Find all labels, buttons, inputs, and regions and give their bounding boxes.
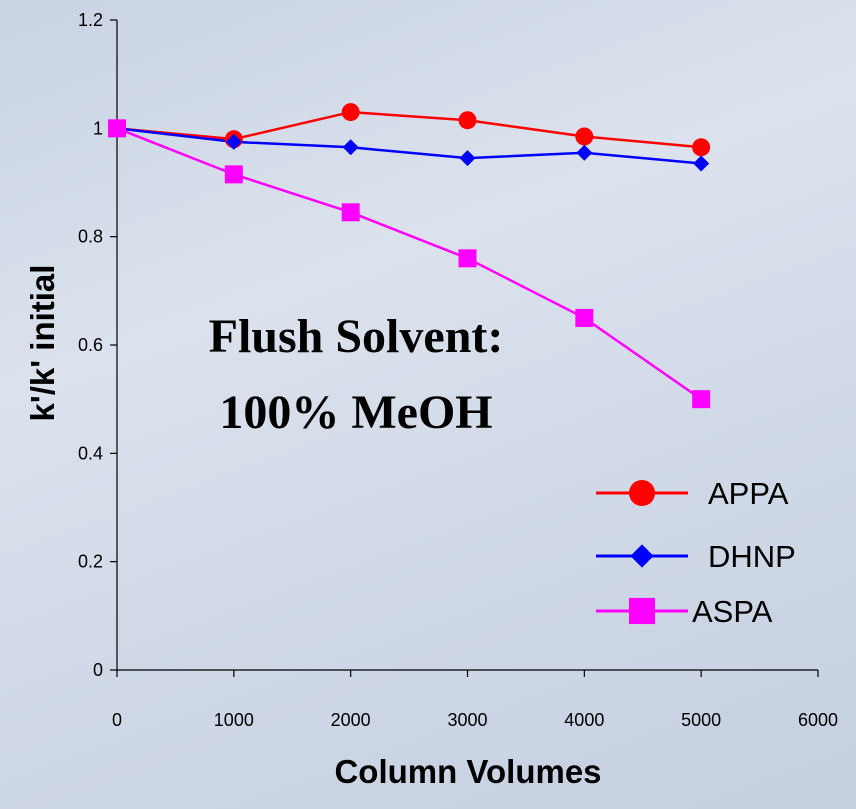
x-tick-label: 3000	[447, 710, 487, 730]
data-point-aspa	[224, 165, 243, 184]
data-point-dhnp	[459, 150, 476, 167]
x-tick-label: 2000	[331, 710, 371, 730]
ticks: 0 1000 2000 3000 4000 5000 6000 0 0.2 0.4 0.6 0.8 1 1…	[78, 10, 838, 730]
y-tick-label: 1	[93, 118, 103, 138]
x-tick-label: 1000	[214, 710, 254, 730]
legend-marker-dhnp	[630, 544, 654, 568]
data-point-dhnp	[225, 133, 242, 150]
data-point-aspa	[341, 203, 360, 222]
x-tick-label: 5000	[681, 710, 721, 730]
data-point-appa	[458, 111, 477, 130]
data-point-dhnp	[342, 139, 359, 156]
data-point-aspa	[458, 249, 477, 268]
series-line-aspa	[116, 127, 702, 401]
legend-label-appa: APPA	[708, 476, 789, 511]
series-line-dhnp	[116, 127, 702, 165]
data-point-appa	[341, 103, 360, 122]
data-point-aspa	[692, 390, 711, 409]
legend-marker-appa	[628, 479, 656, 507]
y-tick-label: 0.4	[78, 443, 103, 463]
x-tick-label: 6000	[798, 710, 838, 730]
data-point-aspa	[575, 308, 594, 327]
annotation-line-1: Flush Solvent:	[209, 310, 504, 363]
y-axis-title: k'/k' initial	[24, 265, 61, 422]
data-point-dhnp	[576, 144, 593, 161]
legend-marker-aspa	[628, 597, 656, 625]
series-group	[108, 103, 711, 409]
data-point-dhnp	[693, 155, 710, 172]
series-line-appa	[116, 110, 702, 149]
legend-label-dhnp: DHNP	[708, 539, 796, 574]
x-tick-label: 0	[112, 710, 122, 730]
annotation-line-2: 100% MeOH	[219, 386, 492, 439]
x-tick-label: 4000	[564, 710, 604, 730]
y-tick-label: 0	[93, 660, 103, 680]
y-tick-label: 0.2	[78, 552, 103, 572]
x-axis-title: Column Volumes	[334, 753, 601, 790]
y-tick-label: 1.2	[78, 10, 103, 30]
y-tick-label: 0.8	[78, 227, 103, 247]
legend: APPA DHNP ASPA	[596, 476, 796, 629]
legend-label-aspa: ASPA	[692, 594, 773, 629]
y-tick-label: 0.6	[78, 335, 103, 355]
data-point-appa	[575, 127, 594, 146]
data-point-appa	[692, 138, 711, 157]
data-point-aspa	[108, 119, 126, 138]
